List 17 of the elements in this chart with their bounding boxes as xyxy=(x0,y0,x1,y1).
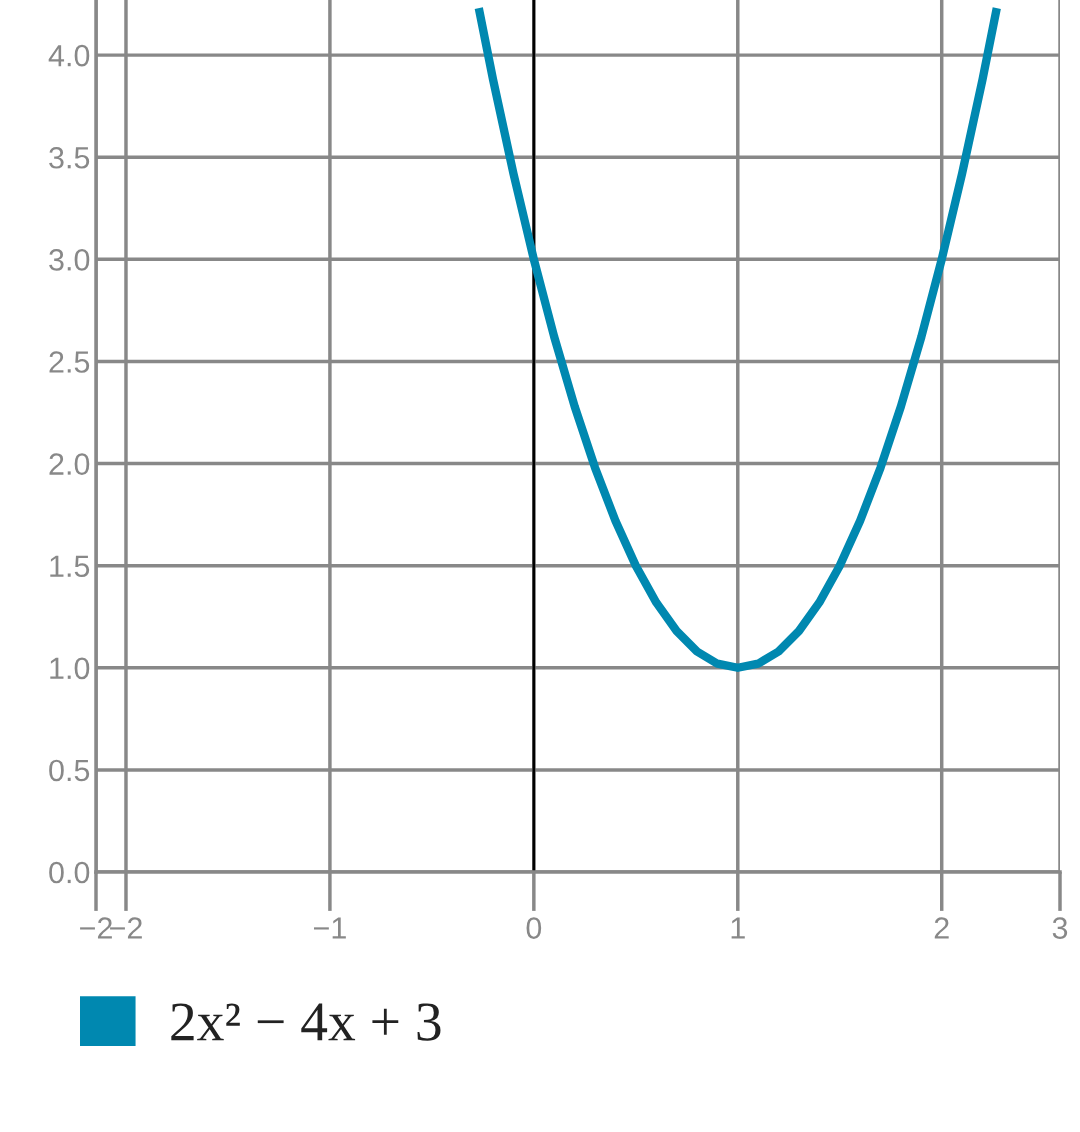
x-tick-label: −2 xyxy=(110,917,142,939)
y-tick-label: 3.0 xyxy=(49,249,90,271)
y-tick-label: 0.0 xyxy=(49,861,90,884)
y-tick-label: 2.5 xyxy=(49,351,90,373)
y-tick-label: 2.0 xyxy=(49,453,90,475)
legend-label: 2x² − 4x + 3 xyxy=(171,1003,441,1041)
x-tick-label: 2 xyxy=(934,917,949,939)
y-tick-label: 1.5 xyxy=(50,555,90,578)
x-tick-label: −2 xyxy=(80,917,112,939)
x-tick-label: −1 xyxy=(314,917,346,939)
y-tick-label: 0.5 xyxy=(49,759,90,782)
y-tick-label: 4.0 xyxy=(48,44,90,67)
x-tick-label: 0 xyxy=(526,917,542,939)
x-tick-label: 1 xyxy=(731,917,745,939)
x-tick-label: 3 xyxy=(1052,917,1068,939)
y-tick-label: 3.5 xyxy=(49,146,90,169)
y-tick-label: 1.0 xyxy=(50,657,90,680)
